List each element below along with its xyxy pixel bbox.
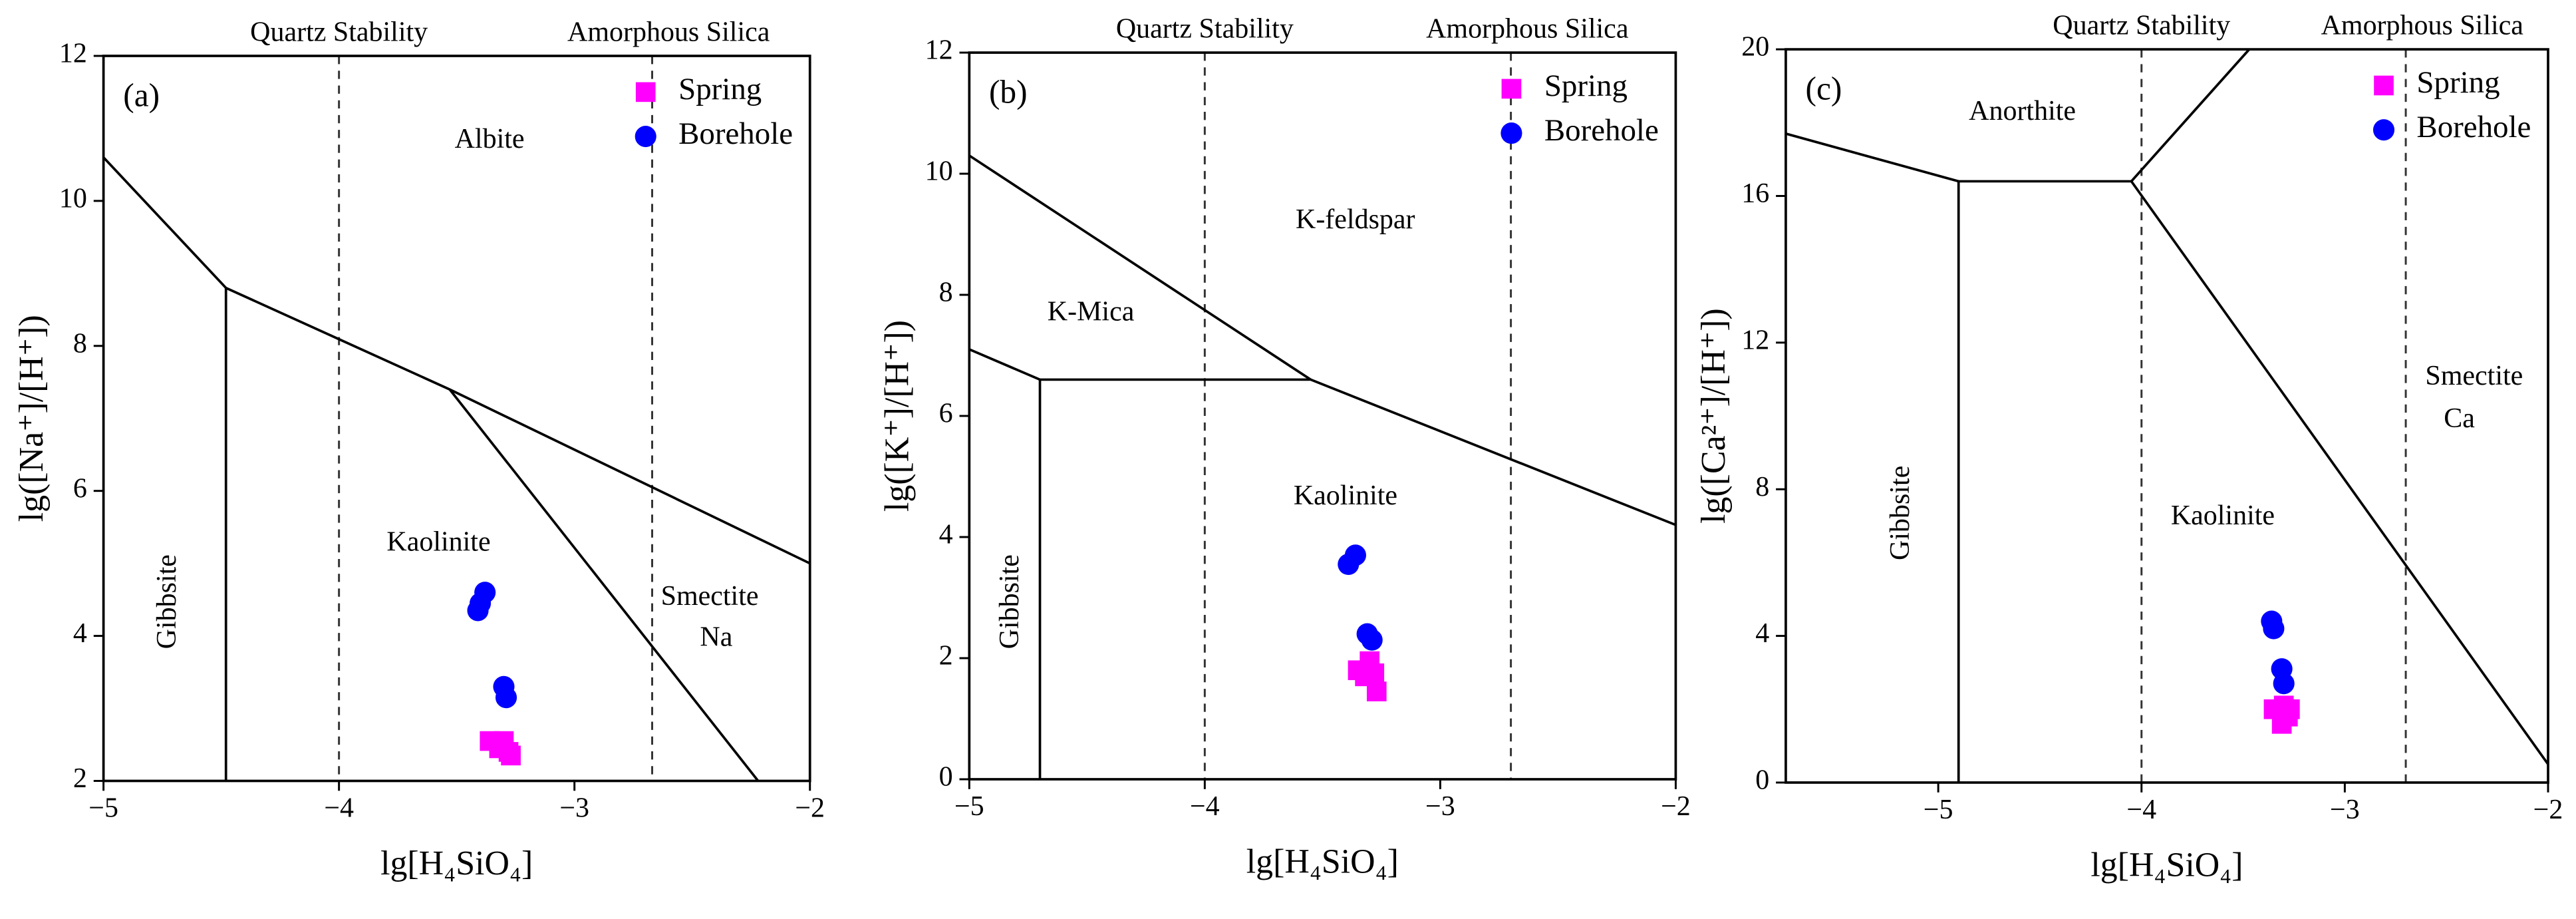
- y-tick-label: 12: [59, 39, 87, 69]
- y-tick-label: 2: [73, 763, 87, 794]
- reference-label: Quartz Stability: [1116, 14, 1294, 45]
- legend-label: Borehole: [1544, 113, 1659, 148]
- legend-marker: [635, 125, 656, 148]
- region-label: Ca: [2444, 403, 2475, 434]
- y-axis-label: lg([K⁺]/[H⁺]): [878, 320, 916, 512]
- y-tick-label: 10: [925, 156, 953, 187]
- plot-frame: [102, 55, 811, 783]
- x-axis-label: lg[H₄SiO₄]: [380, 844, 533, 882]
- point: [2263, 618, 2285, 640]
- region-label: Kaolinite: [1294, 480, 1397, 511]
- x-tick-label: −4: [324, 793, 354, 824]
- y-tick-label: 20: [1741, 32, 1769, 63]
- y-tick-label: 4: [939, 520, 953, 550]
- point: [495, 687, 517, 709]
- point: [2280, 699, 2300, 719]
- region-label: Smectite: [2425, 361, 2523, 391]
- x-tick-label: −3: [559, 793, 589, 824]
- x-axis-label: lg[H₄SiO₄]: [2090, 846, 2243, 884]
- x-axis-label: lg[H₄SiO₄]: [1246, 842, 1399, 880]
- panel-label: (b): [989, 74, 1028, 110]
- y-tick-label: 8: [1755, 472, 1769, 502]
- reference-label: Quartz Stability: [2053, 11, 2230, 41]
- point: [501, 745, 521, 766]
- region-label: Gibbsite: [152, 554, 182, 649]
- y-tick-label: 6: [73, 473, 87, 504]
- y-tick-label: 0: [939, 762, 953, 793]
- x-tick-label: −4: [1190, 791, 1220, 822]
- legend-label: Borehole: [678, 116, 793, 151]
- point: [467, 600, 489, 622]
- x-tick-label: −2: [1661, 791, 1691, 822]
- legend-marker: [2372, 119, 2395, 141]
- y-tick-label: 6: [939, 399, 953, 429]
- point: [1366, 681, 1387, 701]
- legend-marker: [1501, 122, 1522, 144]
- y-tick-label: 10: [59, 184, 87, 214]
- region-label: Albite: [455, 124, 525, 154]
- phase-boundary: [2130, 180, 2549, 765]
- y-tick-label: 16: [1741, 178, 1769, 209]
- region-label: Na: [700, 622, 732, 653]
- x-tick-label: −5: [954, 791, 984, 822]
- x-tick-label: −3: [1425, 791, 1455, 822]
- x-tick-label: −2: [2533, 795, 2563, 825]
- plot-frame: [968, 51, 1677, 781]
- phase-boundary: [968, 348, 1041, 381]
- plot-frame: [1785, 48, 2549, 784]
- x-tick-label: −5: [1924, 795, 1953, 825]
- y-tick-label: 0: [1755, 765, 1769, 796]
- panel-label: (a): [123, 77, 160, 114]
- point: [1338, 553, 1360, 576]
- point: [2273, 673, 2295, 695]
- y-tick-label: 4: [1755, 618, 1769, 649]
- region-label: K-feldspar: [1296, 204, 1415, 235]
- phase-boundary: [102, 156, 227, 289]
- y-tick-label: 12: [1741, 325, 1769, 355]
- reference-label: Amorphous Silica: [567, 17, 770, 48]
- point: [1361, 629, 1383, 651]
- reference-label: Quartz Stability: [250, 17, 428, 48]
- region-label: Anorthite: [1969, 96, 2076, 126]
- panel-label: (c): [1806, 71, 1842, 107]
- y-axis-label: lg([Na⁺]/[H⁺]): [13, 315, 51, 522]
- y-tick-label: 8: [939, 277, 953, 308]
- y-tick-label: 8: [73, 328, 87, 359]
- phase-boundary: [968, 154, 1312, 381]
- y-tick-label: 2: [939, 641, 953, 671]
- legend-label: Spring: [1544, 69, 1628, 103]
- phase-boundary: [225, 286, 811, 565]
- y-tick-label: 12: [925, 35, 953, 66]
- legend-label: Spring: [2416, 65, 2500, 100]
- x-tick-label: −2: [795, 793, 825, 824]
- legend-marker: [635, 82, 656, 102]
- phase-boundary: [1785, 132, 2132, 183]
- y-tick-label: 4: [73, 618, 87, 649]
- legend-marker: [2374, 75, 2394, 96]
- legend-label: Spring: [678, 72, 762, 106]
- phase-boundary: [2130, 48, 2251, 182]
- reference-label: Amorphous Silica: [1426, 14, 1629, 45]
- region-label: Smectite: [661, 581, 759, 612]
- region-label: Gibbsite: [994, 554, 1025, 649]
- reference-label: Amorphous Silica: [2321, 11, 2524, 41]
- legend-marker: [1501, 79, 1522, 99]
- y-axis-label: lg([Ca²⁺]/[H⁺]): [1695, 308, 1733, 524]
- region-label: Gibbsite: [1885, 466, 1916, 560]
- x-tick-label: −4: [2126, 795, 2156, 825]
- x-tick-label: −5: [88, 793, 118, 824]
- phase-boundary: [448, 389, 760, 782]
- legend-label: Borehole: [2416, 110, 2531, 144]
- x-tick-label: −3: [2330, 795, 2360, 825]
- region-label: Kaolinite: [2171, 500, 2275, 531]
- region-label: Kaolinite: [386, 526, 490, 557]
- region-label: K-Mica: [1048, 297, 1135, 327]
